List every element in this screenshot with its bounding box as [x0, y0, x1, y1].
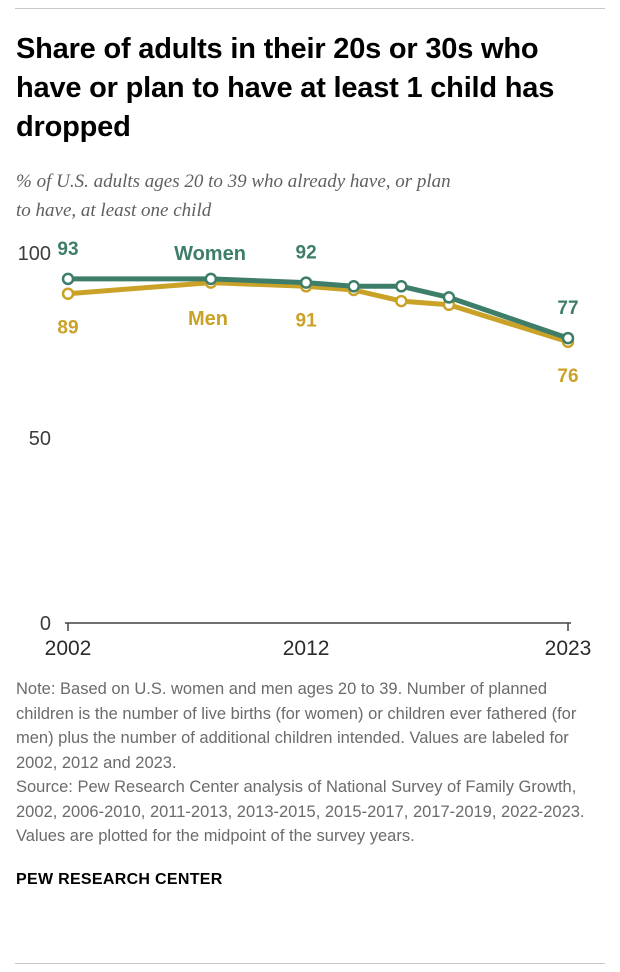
- women-value-label: 93: [57, 239, 78, 260]
- men-value-label: 89: [57, 318, 78, 339]
- men-data-point: [395, 294, 408, 308]
- men-value-label: 91: [296, 310, 318, 331]
- women-data-point: [561, 331, 575, 345]
- bottom-divider: [15, 963, 605, 964]
- y-axis-label: 0: [40, 613, 51, 635]
- women-value-label: 77: [557, 298, 578, 319]
- line-chart: 0 50 100 2002 2012 2023 93 92 77 Women 89 91 76 Men: [18, 239, 592, 660]
- women-data-point: [61, 272, 75, 286]
- women-data-point: [395, 280, 408, 293]
- women-data-point: [347, 280, 360, 293]
- women-data-point: [299, 276, 313, 289]
- title-line: have or plan to have at least 1 child ha…: [16, 72, 555, 104]
- men-data-point: [61, 287, 75, 300]
- x-axis-label: 2002: [45, 637, 92, 660]
- y-axis-label: 50: [29, 428, 51, 450]
- title-line: dropped: [16, 111, 131, 143]
- chart-subtitle: % of U.S. adults ages 20 to 39 who alrea…: [16, 167, 604, 225]
- y-axis-label: 100: [18, 243, 51, 265]
- women-series-label: Women: [174, 243, 246, 265]
- subtitle-line: % of U.S. adults ages 20 to 39 who alrea…: [16, 171, 451, 192]
- source-text: Source: Pew Research Center analysis of …: [16, 778, 585, 845]
- subtitle-line: to have, at least one child: [16, 200, 212, 221]
- women-data-point: [442, 291, 456, 304]
- women-data-point: [204, 272, 218, 286]
- notes-block: Note: Based on U.S. women and men ages 2…: [0, 677, 620, 849]
- women-value-label: 92: [296, 243, 317, 264]
- men-series-label: Men: [188, 308, 228, 330]
- x-axis-label: 2012: [283, 637, 330, 660]
- page-title: Share of adults in their 20s or 30s who …: [16, 30, 604, 147]
- men-value-label: 76: [557, 366, 578, 387]
- note-text: Note: Based on U.S. women and men ages 2…: [16, 680, 577, 772]
- pew-research-center-brand: PEW RESEARCH CENTER: [16, 870, 223, 888]
- top-divider: [15, 8, 605, 9]
- title-line: Share of adults in their 20s or 30s who: [16, 33, 539, 65]
- x-axis-label: 2023: [545, 637, 592, 660]
